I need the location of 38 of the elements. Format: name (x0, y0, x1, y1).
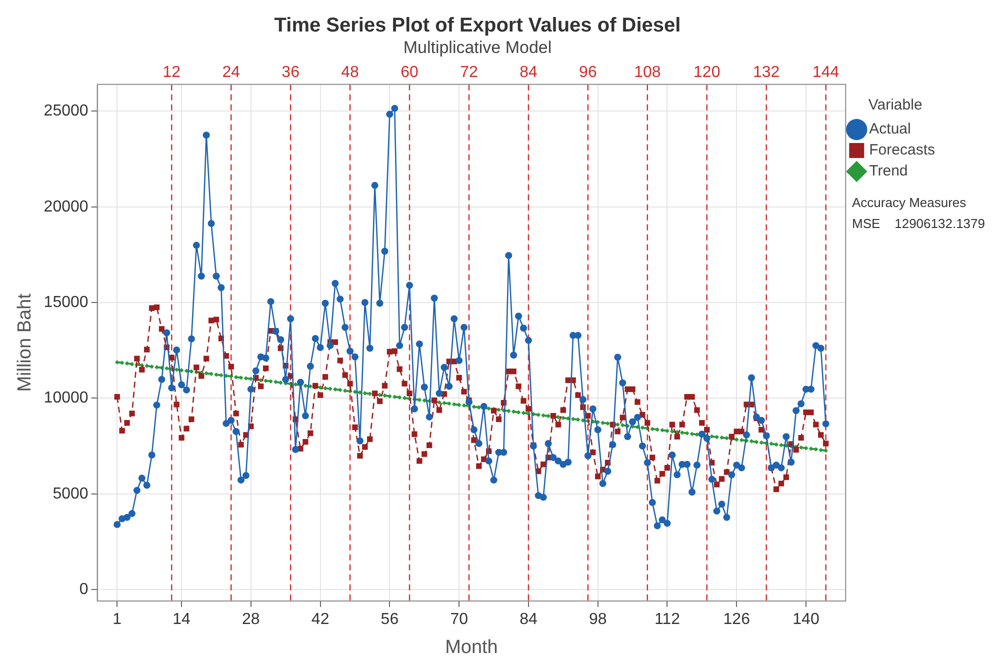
x-tick-label: 98 (588, 611, 607, 628)
x-tick-label: 140 (792, 611, 820, 628)
ref-line-label: 72 (460, 64, 478, 81)
ref-line-label: 96 (579, 64, 597, 81)
ref-line-label: 108 (634, 64, 661, 81)
legend-label: Actual (869, 120, 911, 138)
x-tick-label: 42 (311, 611, 330, 628)
ref-line-label: 120 (694, 64, 720, 81)
legend-label: Forecasts (869, 142, 936, 159)
chart-subtitle: Multiplicative Model (403, 38, 552, 57)
ref-line-label: 48 (341, 64, 360, 81)
x-tick-label: 1 (112, 611, 122, 628)
ref-line-label: 60 (400, 64, 419, 81)
x-tick-label: 28 (242, 611, 260, 628)
chart-title: Time Series Plot of Export Values of Diesel (274, 14, 681, 37)
ref-line-label: 24 (222, 64, 240, 81)
x-tick-label: 84 (520, 611, 538, 628)
y-axis-title: Million Baht (14, 292, 36, 392)
ref-line-label: 36 (282, 64, 300, 81)
y-tick-label: 20000 (44, 198, 88, 216)
x-tick-label: 112 (654, 611, 680, 628)
x-tick-label: 56 (380, 611, 399, 628)
y-tick-label: 5000 (52, 485, 88, 502)
ref-line-label: 132 (753, 64, 780, 81)
y-tick-label: 25000 (44, 102, 88, 120)
x-tick-label: 14 (172, 611, 191, 628)
x-tick-label: 70 (450, 611, 468, 628)
ref-line-label: 84 (520, 64, 538, 81)
y-tick-label: 10000 (44, 390, 88, 407)
x-axis-title: Month (445, 636, 498, 658)
y-tick-label: 15000 (44, 294, 88, 311)
x-tick-label: 126 (723, 611, 750, 628)
legend-label: Trend (869, 162, 908, 180)
ref-line-label: 144 (812, 64, 840, 81)
y-tick-label: 0 (79, 580, 88, 598)
accuracy-measures: Accuracy Measures MSE 12906132.1379 (852, 194, 985, 233)
ref-line-label: 12 (162, 64, 181, 81)
legend-title: Variable (868, 96, 922, 114)
